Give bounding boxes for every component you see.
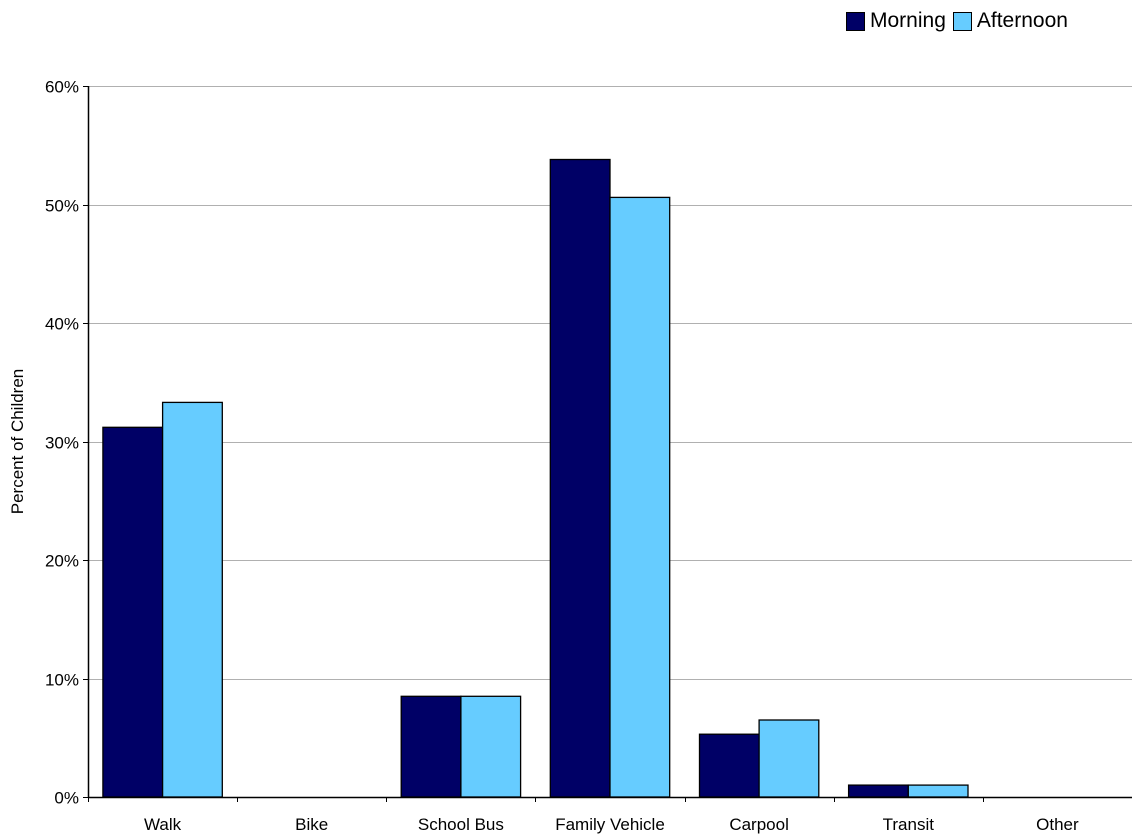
bar-afternoon-walk xyxy=(161,401,223,798)
bar-afternoon-transit xyxy=(907,784,969,798)
legend-item-morning: Morning xyxy=(846,9,946,33)
chart-legend: Morning Afternoon xyxy=(846,8,1075,34)
x-tick-label-school-bus: School Bus xyxy=(418,815,504,834)
bar-morning-walk xyxy=(102,426,164,798)
legend-label-afternoon: Afternoon xyxy=(976,9,1068,32)
axes xyxy=(87,86,1132,802)
legend-label-morning: Morning xyxy=(870,9,946,32)
bars xyxy=(102,158,969,798)
y-tick-label-60: 60% xyxy=(45,78,79,97)
x-tick-label-carpool: Carpool xyxy=(729,815,789,834)
y-tick-label-20: 20% xyxy=(45,552,79,571)
x-tick-labels: Walk Bike School Bus Family Vehicle Carpool T… xyxy=(144,815,1079,834)
x-tick-label-bike: Bike xyxy=(295,815,328,834)
y-axis-title: Percent of Children xyxy=(8,369,27,515)
bar-afternoon-family-vehicle xyxy=(609,196,671,798)
x-tick-label-other: Other xyxy=(1036,815,1079,834)
y-tick-label-10: 10% xyxy=(45,671,79,690)
x-tick-label-transit: Transit xyxy=(883,815,935,834)
bar-morning-transit xyxy=(847,784,909,798)
legend-swatch-morning xyxy=(846,11,865,31)
bar-morning-family-vehicle xyxy=(549,158,611,798)
bar-afternoon-school-bus xyxy=(460,695,522,798)
y-tick-label-40: 40% xyxy=(45,315,79,334)
bar-afternoon-carpool xyxy=(758,719,820,798)
bar-morning-school-bus xyxy=(400,695,462,798)
y-tick-label-30: 30% xyxy=(45,434,79,453)
legend-swatch-afternoon xyxy=(952,11,972,31)
x-tick-label-walk: Walk xyxy=(144,815,182,834)
legend-item-afternoon: Afternoon xyxy=(952,9,1068,33)
x-tick-label-family-vehicle: Family Vehicle xyxy=(555,815,665,834)
y-tick-label-0: 0% xyxy=(54,789,79,808)
y-tick-labels: 0% 10% 20% 30% 40% 50% 60% xyxy=(45,78,79,808)
y-tick-label-50: 50% xyxy=(45,197,79,216)
bar-morning-carpool xyxy=(698,733,760,798)
